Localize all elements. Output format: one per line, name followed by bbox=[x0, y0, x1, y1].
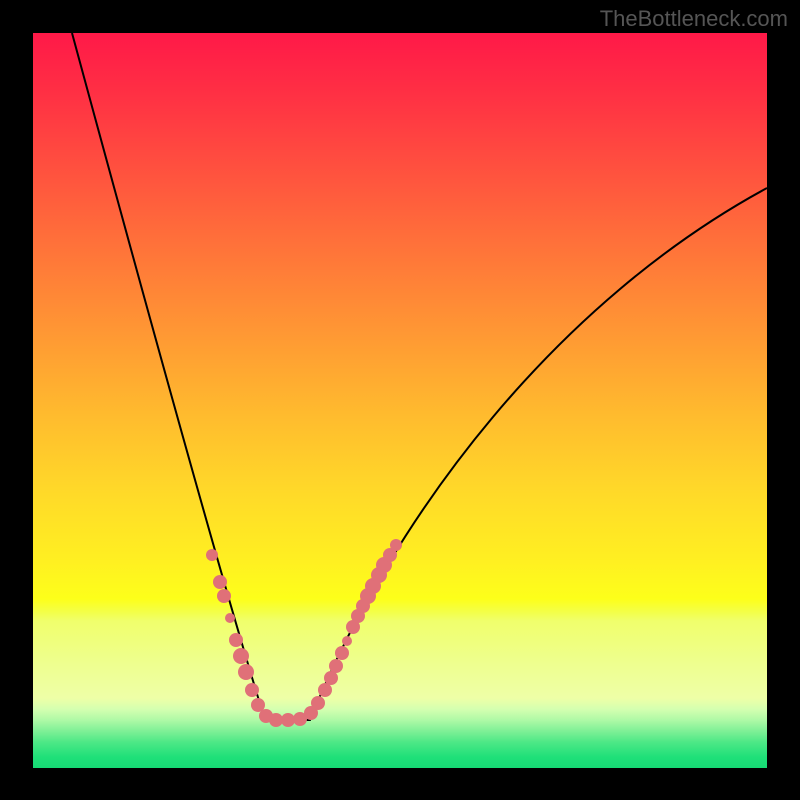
watermark-text: TheBottleneck.com bbox=[600, 6, 788, 32]
plot-gradient-area bbox=[33, 33, 767, 768]
chart-container: TheBottleneck.com bbox=[0, 0, 800, 800]
